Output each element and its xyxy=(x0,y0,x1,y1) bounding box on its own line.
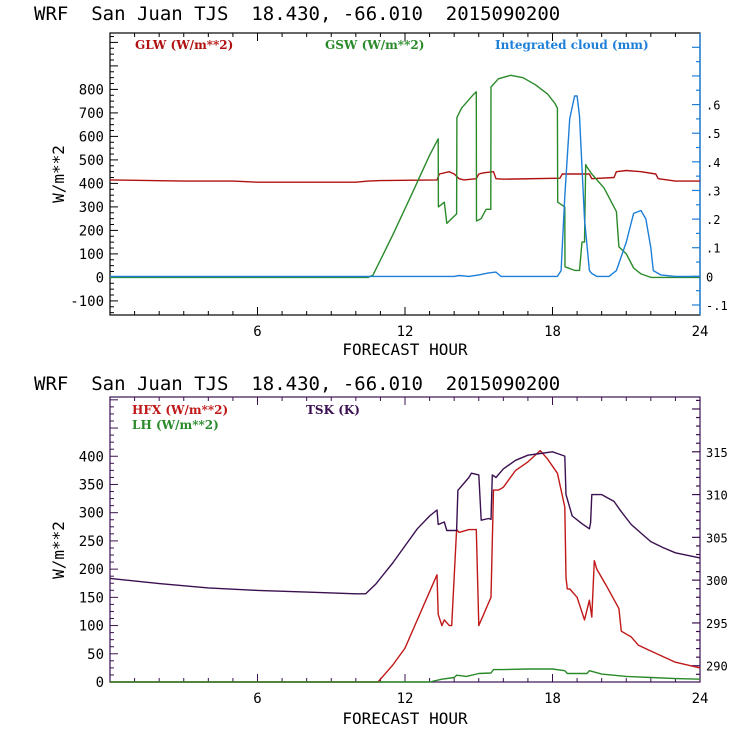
y-tick-label: 250 xyxy=(79,534,104,550)
series-lh-line xyxy=(110,668,701,683)
y2-tick-label: .2 xyxy=(706,213,720,227)
y-tick-label: 50 xyxy=(87,647,104,663)
x-tick-label: 18 xyxy=(544,324,561,340)
y-tick-label: 200 xyxy=(79,223,104,239)
y2-tick-label: 0 xyxy=(706,270,713,284)
x-tick-label: 6 xyxy=(253,324,261,340)
series-integrated-line xyxy=(110,95,700,278)
y2-tick-label: 295 xyxy=(706,617,728,631)
x-tick-label: 6 xyxy=(253,691,261,707)
x-tick-label: 12 xyxy=(397,324,414,340)
panel-radiation: WRF San Juan TJS 18.430, -66.010 2015090… xyxy=(34,3,728,359)
panel-surface-fluxes: WRF San Juan TJS 18.430, -66.010 2015090… xyxy=(34,373,728,728)
y-tick-label: 800 xyxy=(79,82,104,98)
y2-tick-label: -.1 xyxy=(706,299,728,313)
y2-tick-label: .1 xyxy=(706,242,720,256)
legend-gsw: GSW (W/m**2) xyxy=(325,38,424,52)
y-tick-label: 0 xyxy=(96,675,104,691)
y2-tick-label: 290 xyxy=(706,660,728,674)
y2-tick-label: .6 xyxy=(706,99,720,113)
legend-hfx: HFX (W/m**2) xyxy=(132,403,228,417)
y2-tick-label: 315 xyxy=(706,446,728,460)
x-ticks: 6 12 18 24 xyxy=(134,397,709,707)
x-tick-label: 18 xyxy=(544,691,561,707)
series-lines xyxy=(109,74,700,279)
y-tick-label: 100 xyxy=(79,247,104,263)
y2-ticks: -.1 0 .1 .2 .3 .4 .5 .6 xyxy=(692,46,728,313)
y-tick-label: 400 xyxy=(79,176,104,192)
series-glw-line xyxy=(109,169,700,183)
y-ticks: -100 0 100 200 300 400 500 600 700 800 xyxy=(70,36,118,314)
y-tick-label: 200 xyxy=(79,562,104,578)
y2-tick-label: .5 xyxy=(706,127,720,141)
x-axis-label: FORECAST HOUR xyxy=(342,340,468,359)
panel-title: WRF San Juan TJS 18.430, -66.010 2015090… xyxy=(34,3,560,25)
plot-frame xyxy=(109,32,701,316)
series-hfx-line xyxy=(110,449,701,683)
panel-title: WRF San Juan TJS 18.430, -66.010 2015090… xyxy=(34,373,560,395)
y-tick-label: 300 xyxy=(79,506,104,522)
x-ticks: 6 12 18 24 xyxy=(134,33,709,340)
legend-cloud: Integrated cloud (mm) xyxy=(495,38,649,52)
series-tsk-line xyxy=(109,451,701,595)
y2-tick-label: .3 xyxy=(706,184,720,198)
y-tick-label: 600 xyxy=(79,129,104,145)
y-tick-label: 350 xyxy=(79,477,104,493)
y-tick-label: 400 xyxy=(79,449,104,465)
y-tick-label: 100 xyxy=(79,619,104,635)
series-lines xyxy=(109,449,701,683)
y-tick-label: 300 xyxy=(79,200,104,216)
y-tick-label: 700 xyxy=(79,106,104,122)
legend-lh: LH (W/m**2) xyxy=(132,418,219,432)
plot-frame xyxy=(109,396,701,683)
y-axis-label: W/m**2 xyxy=(49,521,68,579)
y-tick-label: 500 xyxy=(79,153,104,169)
y2-tick-label: .4 xyxy=(706,156,720,170)
y-tick-label: -100 xyxy=(70,294,104,310)
y-tick-label: 0 xyxy=(96,270,104,286)
y2-tick-label: 310 xyxy=(706,489,728,503)
y2-ticks: 290 295 300 305 310 315 xyxy=(692,399,728,675)
y-ticks: 0 50 100 150 200 250 300 350 400 xyxy=(79,399,118,691)
y2-tick-label: 305 xyxy=(706,531,728,545)
x-tick-label: 12 xyxy=(397,691,414,707)
x-tick-label: 24 xyxy=(692,691,709,707)
legend-glw: GLW (W/m**2) xyxy=(135,38,233,52)
series-gsw-line xyxy=(110,74,700,279)
y-tick-label: 150 xyxy=(79,590,104,606)
x-tick-label: 24 xyxy=(692,324,709,340)
y2-tick-label: 300 xyxy=(706,574,728,588)
x-axis-label: FORECAST HOUR xyxy=(342,709,468,728)
legend-tsk: TSK (K) xyxy=(306,403,360,417)
y-axis-label: W/m**2 xyxy=(49,145,68,203)
